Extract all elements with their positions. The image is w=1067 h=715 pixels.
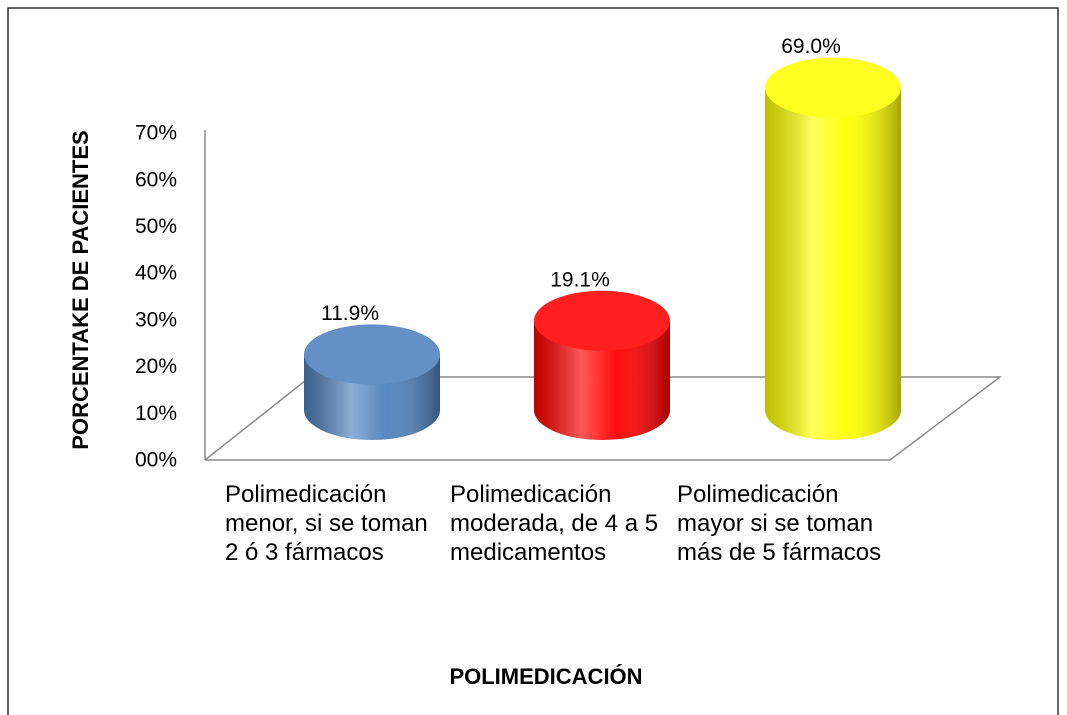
y-tick-label: 50% (135, 215, 177, 238)
y-tick-label: 40% (135, 262, 177, 285)
floor (204, 130, 1003, 461)
frame (7, 7, 1059, 715)
bar-shade (765, 87, 901, 411)
bar-top (534, 290, 670, 351)
y-tick-label: 30% (135, 308, 177, 331)
y-axis-title: PORCENTAKE DE PACIENTES (68, 130, 93, 449)
x-axis-title: POLIMEDICACIÓN (449, 664, 642, 689)
data-label: 11.9% (321, 302, 379, 325)
data-label: 69.0% (781, 35, 841, 58)
bar-top-shade (304, 324, 440, 385)
y-tick-label: 60% (135, 168, 177, 191)
bar-top-shade (765, 57, 901, 118)
data-label: 19.1% (550, 268, 610, 291)
y-tick-label: 70% (135, 122, 177, 145)
bar-top-shade (534, 290, 670, 351)
bar-top (304, 324, 440, 385)
x-tick-label: Polimedicación mayor si se toman más de … (677, 481, 882, 566)
x-tick-label: Polimedicación menor, si se toman 2 ó 3 … (225, 481, 428, 566)
y-tick-label: 20% (135, 355, 177, 378)
x-tick-label: Polimedicación moderada, de 4 a 5 medica… (450, 481, 659, 566)
y-tick-label: 10% (135, 402, 177, 425)
y-tick-label: 00% (135, 449, 177, 472)
bar-top (765, 57, 901, 118)
